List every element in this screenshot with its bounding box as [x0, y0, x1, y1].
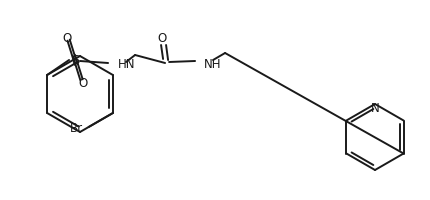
Text: O: O [157, 32, 167, 45]
Text: O: O [78, 76, 87, 89]
Text: HN: HN [118, 58, 135, 71]
Text: N: N [371, 101, 379, 114]
Text: NH: NH [204, 57, 221, 70]
Text: O: O [63, 32, 72, 45]
Text: Br: Br [70, 121, 83, 134]
Text: S: S [71, 54, 79, 67]
